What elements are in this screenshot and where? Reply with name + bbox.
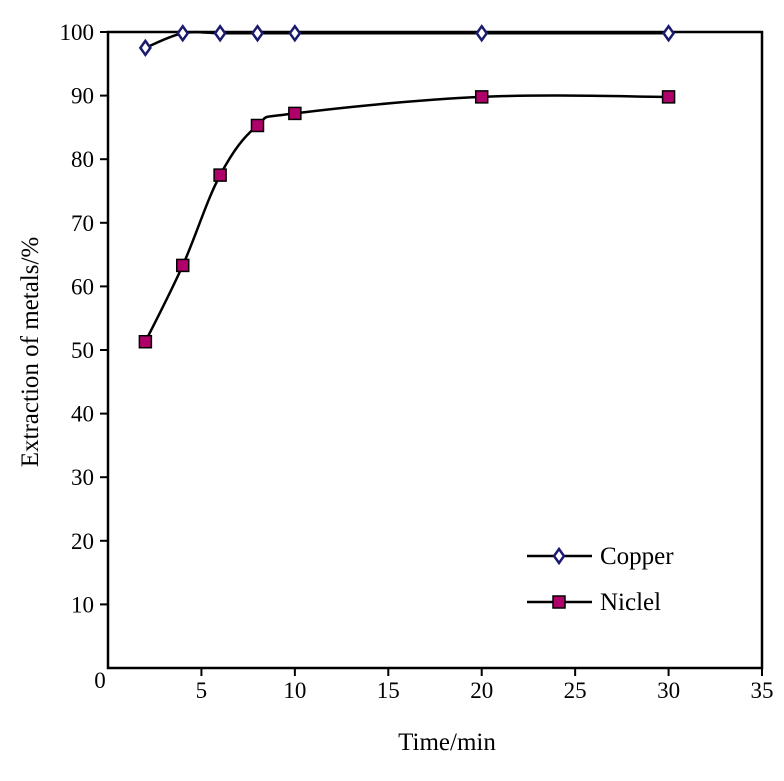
x-tick-label: 10 (283, 678, 306, 703)
y-tick-label: 60 (71, 274, 94, 299)
x-tick-label: 15 (377, 678, 400, 703)
niclel-line (144, 94, 669, 343)
plot-frame (106, 30, 764, 670)
x-tick-label: 20 (470, 678, 493, 703)
y-axis-title: Extraction of metals/% (17, 237, 44, 467)
legend-item-niclel: Niclel (527, 589, 661, 616)
niclel-point (661, 90, 676, 104)
y-tick-label: 100 (60, 20, 95, 45)
niclel-point (250, 118, 265, 133)
y-tick-label: 20 (71, 529, 94, 554)
y-tick-label: 40 (71, 402, 94, 427)
copper-series (138, 24, 676, 58)
copper-point (250, 24, 265, 43)
y-tick-label: 50 (71, 338, 94, 363)
niclel-point (474, 90, 489, 104)
y-tick-label: 80 (71, 147, 94, 172)
x-tick-label: 30 (657, 678, 680, 703)
x-tick-label: 25 (564, 678, 587, 703)
copper-point (138, 38, 152, 58)
y-tick-label: 90 (71, 84, 94, 109)
y-tick-label: 10 (71, 592, 94, 617)
niclel-point (213, 168, 227, 182)
legend-item-copper: Copper (527, 543, 674, 570)
legend-swatch-marker (552, 546, 566, 566)
niclel-series (138, 90, 676, 349)
niclel-point (175, 258, 190, 273)
axes: 0 5 10 15 20 25 30 35 10 20 30 40 50 60 70 80 90 100 (60, 20, 774, 703)
x-tick-label: 5 (196, 678, 208, 703)
x-axis-title: Time/min (398, 729, 496, 756)
copper-point (176, 24, 190, 43)
niclel-point (138, 334, 153, 349)
niclel-point (288, 106, 302, 121)
copper-point (288, 24, 302, 43)
legend-label: Copper (600, 543, 674, 570)
y-tick-label: 70 (71, 211, 94, 236)
copper-point (662, 24, 676, 43)
legend: Copper Niclel (527, 543, 674, 616)
copper-point (213, 24, 227, 43)
legend-swatch-marker (552, 595, 566, 609)
series-group (138, 24, 676, 349)
x-tick-label: 0 (94, 668, 106, 693)
copper-point (475, 24, 489, 43)
x-tick-label: 35 (751, 678, 774, 703)
y-tick-label: 30 (71, 465, 94, 490)
legend-label: Niclel (600, 589, 661, 616)
